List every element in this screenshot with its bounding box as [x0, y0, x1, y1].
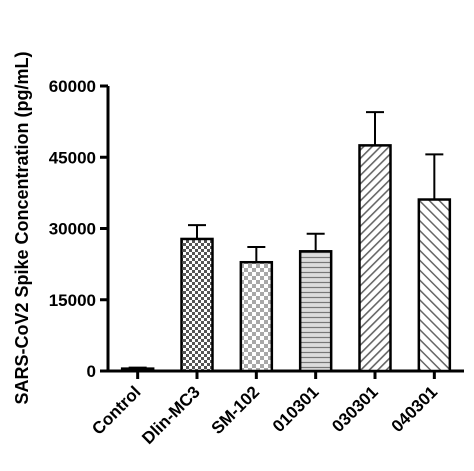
y-axis-title: SARS-CoV2 Spike Concentration (pg/mL) — [12, 51, 32, 404]
y-tick-label: 0 — [87, 362, 96, 381]
bar-dlin-mc3 — [180, 237, 214, 373]
bar-control — [120, 367, 155, 373]
y-tick-label: 30000 — [49, 220, 96, 239]
y-tick-label: 45000 — [49, 148, 96, 167]
error-bars — [128, 111, 444, 369]
y-axis: 0 15000 30000 45000 60000 — [49, 77, 110, 381]
category-label: SM-102 — [208, 382, 264, 438]
category-label: 040301 — [388, 382, 442, 436]
bar-010301 — [298, 250, 333, 373]
bar-030301 — [358, 144, 392, 373]
category-label: 030301 — [328, 382, 382, 436]
x-axis — [106, 369, 464, 379]
category-label: Control — [88, 382, 144, 438]
bar-040301 — [417, 198, 452, 373]
category-label: 010301 — [269, 382, 323, 436]
bars — [120, 144, 452, 373]
bar-sm-102 — [239, 260, 274, 373]
y-tick-label: 15000 — [49, 291, 96, 310]
category-label: Dlin-MC3 — [138, 382, 204, 448]
y-tick-label: 60000 — [49, 77, 96, 96]
